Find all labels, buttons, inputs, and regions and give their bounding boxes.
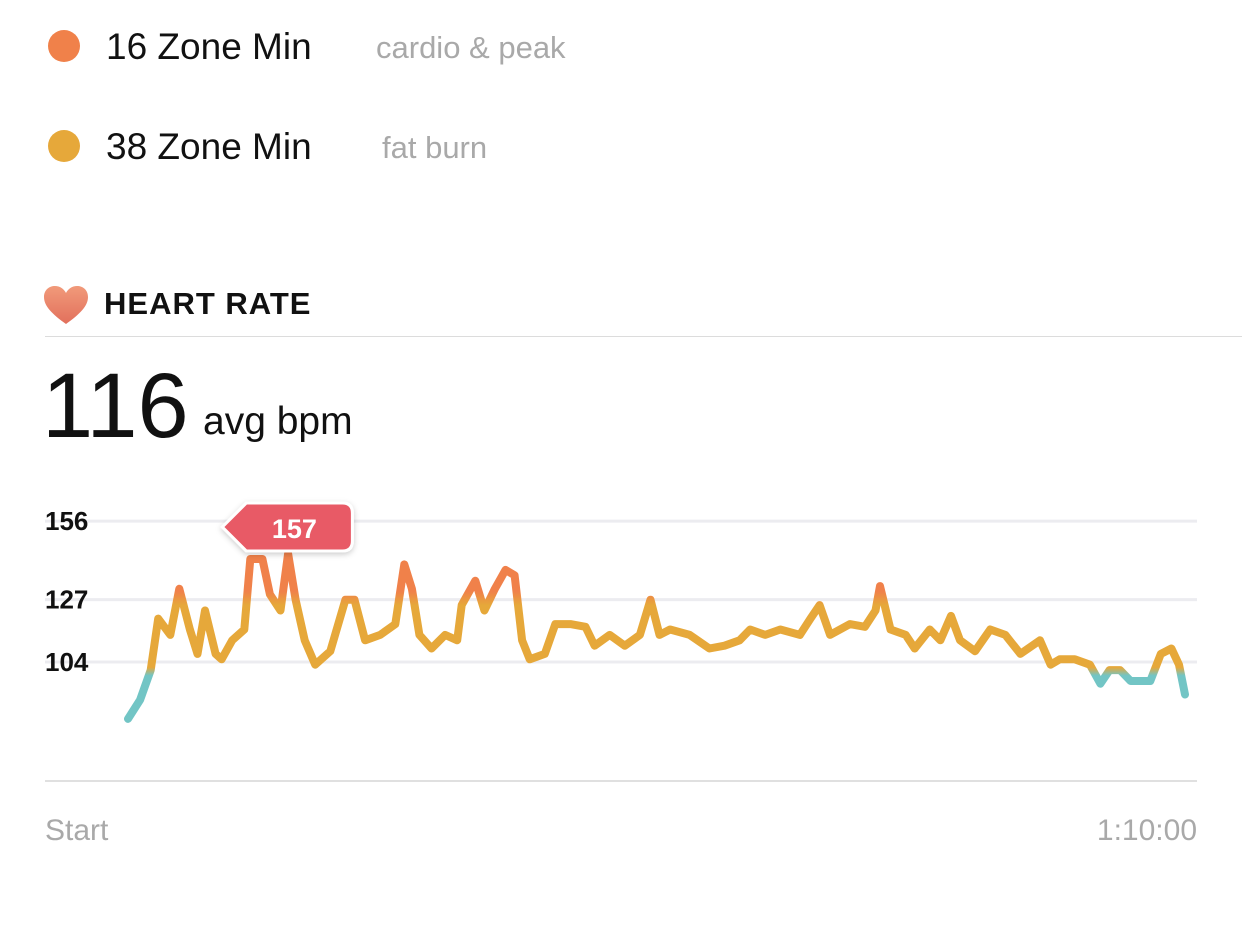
x-axis-start-label: Start [45,814,109,847]
y-tick-label: 127 [45,585,88,615]
y-tick-label: 156 [45,506,88,536]
heart-rate-title: HEART RATE [104,286,312,321]
heart-rate-line [124,549,1189,723]
y-tick-label: 104 [45,647,89,677]
avg-heart-rate-unit: avg bpm [203,400,353,443]
peak-badge-value: 157 [272,514,317,544]
fat-burn-zone-dot [48,130,80,162]
cardio-zone-minutes: 16 Zone Min [106,26,312,67]
section-divider [45,336,1242,337]
cardio-zone-dot [48,30,80,62]
cardio-zone-label: cardio & peak [376,30,566,65]
peak-badge-shape [220,501,354,553]
fat-burn-zone-label: fat burn [382,130,488,165]
peak-badge: 157 [220,501,354,553]
x-axis-end-label: 1:10:00 [1096,814,1197,847]
fat-burn-zone-minutes: 38 Zone Min [106,126,312,167]
avg-heart-rate-value: 116 [42,355,189,457]
heart-icon [44,286,88,324]
